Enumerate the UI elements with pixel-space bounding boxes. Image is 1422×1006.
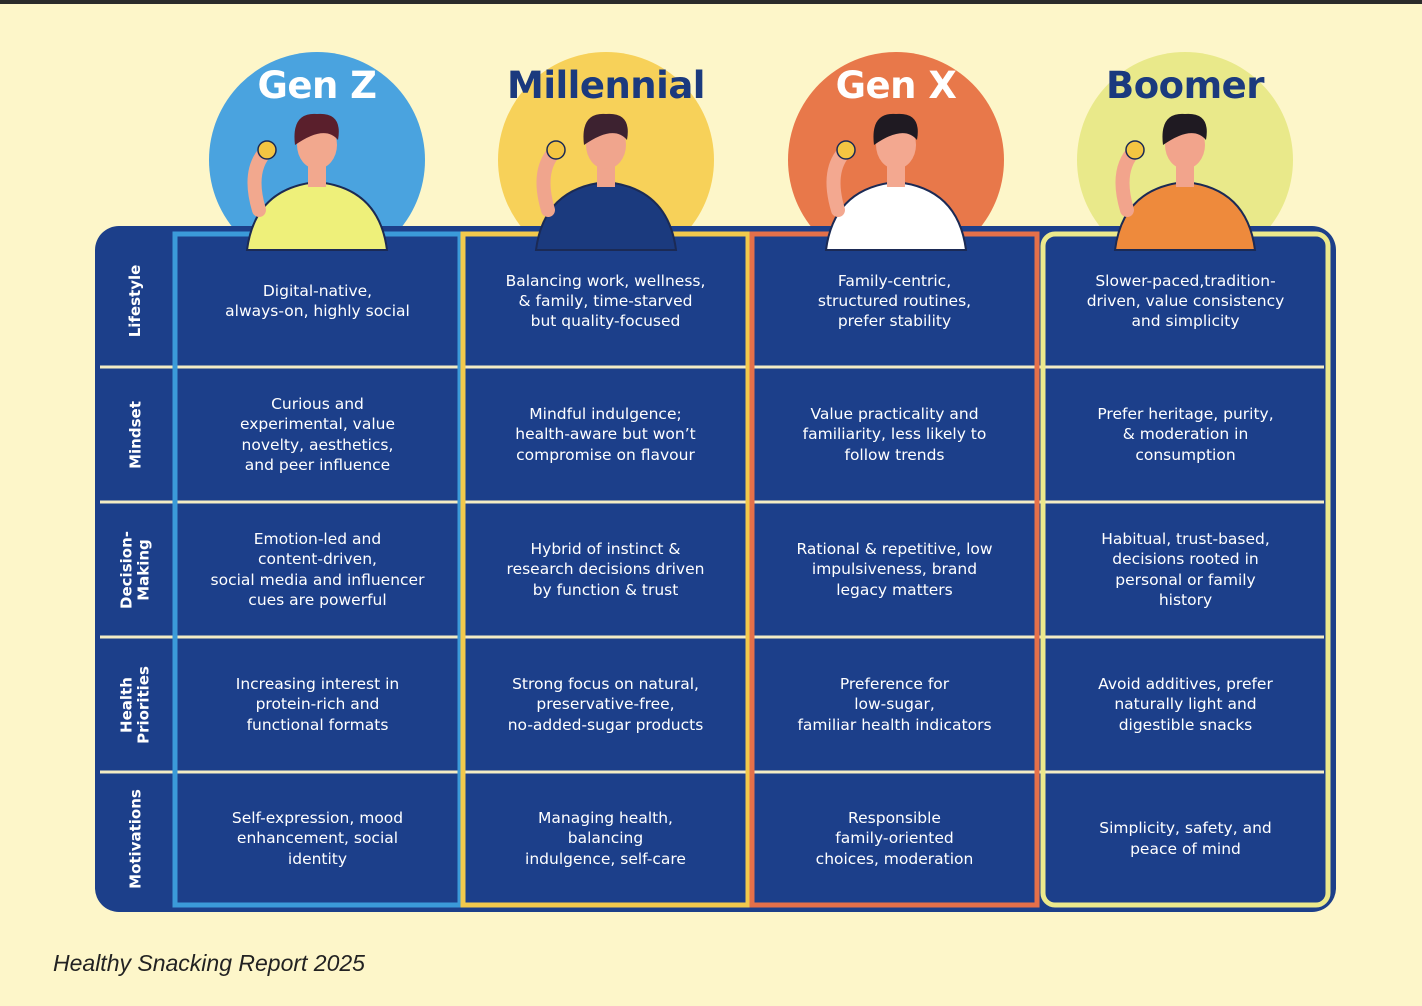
row-label: Mindset — [125, 400, 144, 469]
person-illustration — [1113, 113, 1257, 251]
person-hair — [294, 113, 339, 145]
row-label: Lifestyle — [125, 264, 144, 338]
person-illustration — [245, 113, 389, 251]
snack — [257, 140, 277, 160]
person-illustration — [534, 113, 678, 251]
table-cell: Curious and experimental, value novelty,… — [239, 394, 396, 474]
table-cell: Balancing work, wellness, & family, time… — [505, 271, 706, 331]
row-label: Decision- Making — [117, 530, 152, 609]
table-cell: Responsible family-oriented choices, mod… — [815, 809, 974, 868]
column-title: Millennial — [507, 64, 705, 107]
table-cell: Strong focus on natural, preservative-fr… — [507, 675, 704, 734]
person-neck — [597, 165, 615, 187]
column-title: Gen X — [835, 64, 957, 107]
row-label: Health Priorities — [117, 665, 152, 744]
table-background — [95, 226, 1336, 912]
snack — [1125, 140, 1145, 160]
table-cell: Simplicity, safety, and peace of mind — [1099, 819, 1272, 858]
row-label: Motivations — [125, 788, 144, 889]
person-hair — [1162, 113, 1207, 145]
table-cell: Family-centric, structured routines, pre… — [817, 271, 972, 331]
table-cell: Digital-native, always-on, highly social — [225, 281, 410, 320]
table-cell: Hybrid of instinct & research decisions … — [506, 540, 705, 599]
person-hair — [583, 113, 628, 145]
column-title: Gen Z — [257, 64, 377, 107]
snack — [836, 140, 856, 160]
column-title: Boomer — [1106, 64, 1264, 107]
person-neck — [1176, 165, 1194, 187]
table-cell: Habitual, trust-based, decisions rooted … — [1101, 529, 1270, 609]
table-cell: Value practicality and familiarity, less… — [802, 405, 987, 464]
table-cell: Mindful indulgence; health-aware but won… — [515, 405, 696, 464]
table-cell: Managing health, balancing indulgence, s… — [525, 809, 686, 868]
table-cell: Preference for low-sugar, familiar healt… — [797, 675, 992, 734]
table-cell: Increasing interest in protein-rich and … — [235, 675, 400, 734]
footer-source: Healthy Snacking Report 2025 — [53, 950, 365, 976]
table-cell: Rational & repetitive, low impulsiveness… — [796, 540, 993, 599]
table-cell: Prefer heritage, purity, & moderation in… — [1097, 405, 1274, 464]
table-cell: Slower-paced,tradition- driven, value co… — [1086, 271, 1285, 331]
person-hair — [873, 113, 918, 145]
table-cell: Self-expression, mood enhancement, socia… — [231, 809, 404, 868]
person-neck — [308, 165, 326, 187]
table-cell: Emotion-led and content-driven, social m… — [210, 529, 425, 609]
top-bar — [0, 0, 1422, 4]
snack — [546, 140, 566, 160]
person-neck — [887, 165, 905, 187]
table-cell: Avoid additives, prefer naturally light … — [1098, 675, 1273, 734]
person-illustration — [824, 113, 968, 251]
